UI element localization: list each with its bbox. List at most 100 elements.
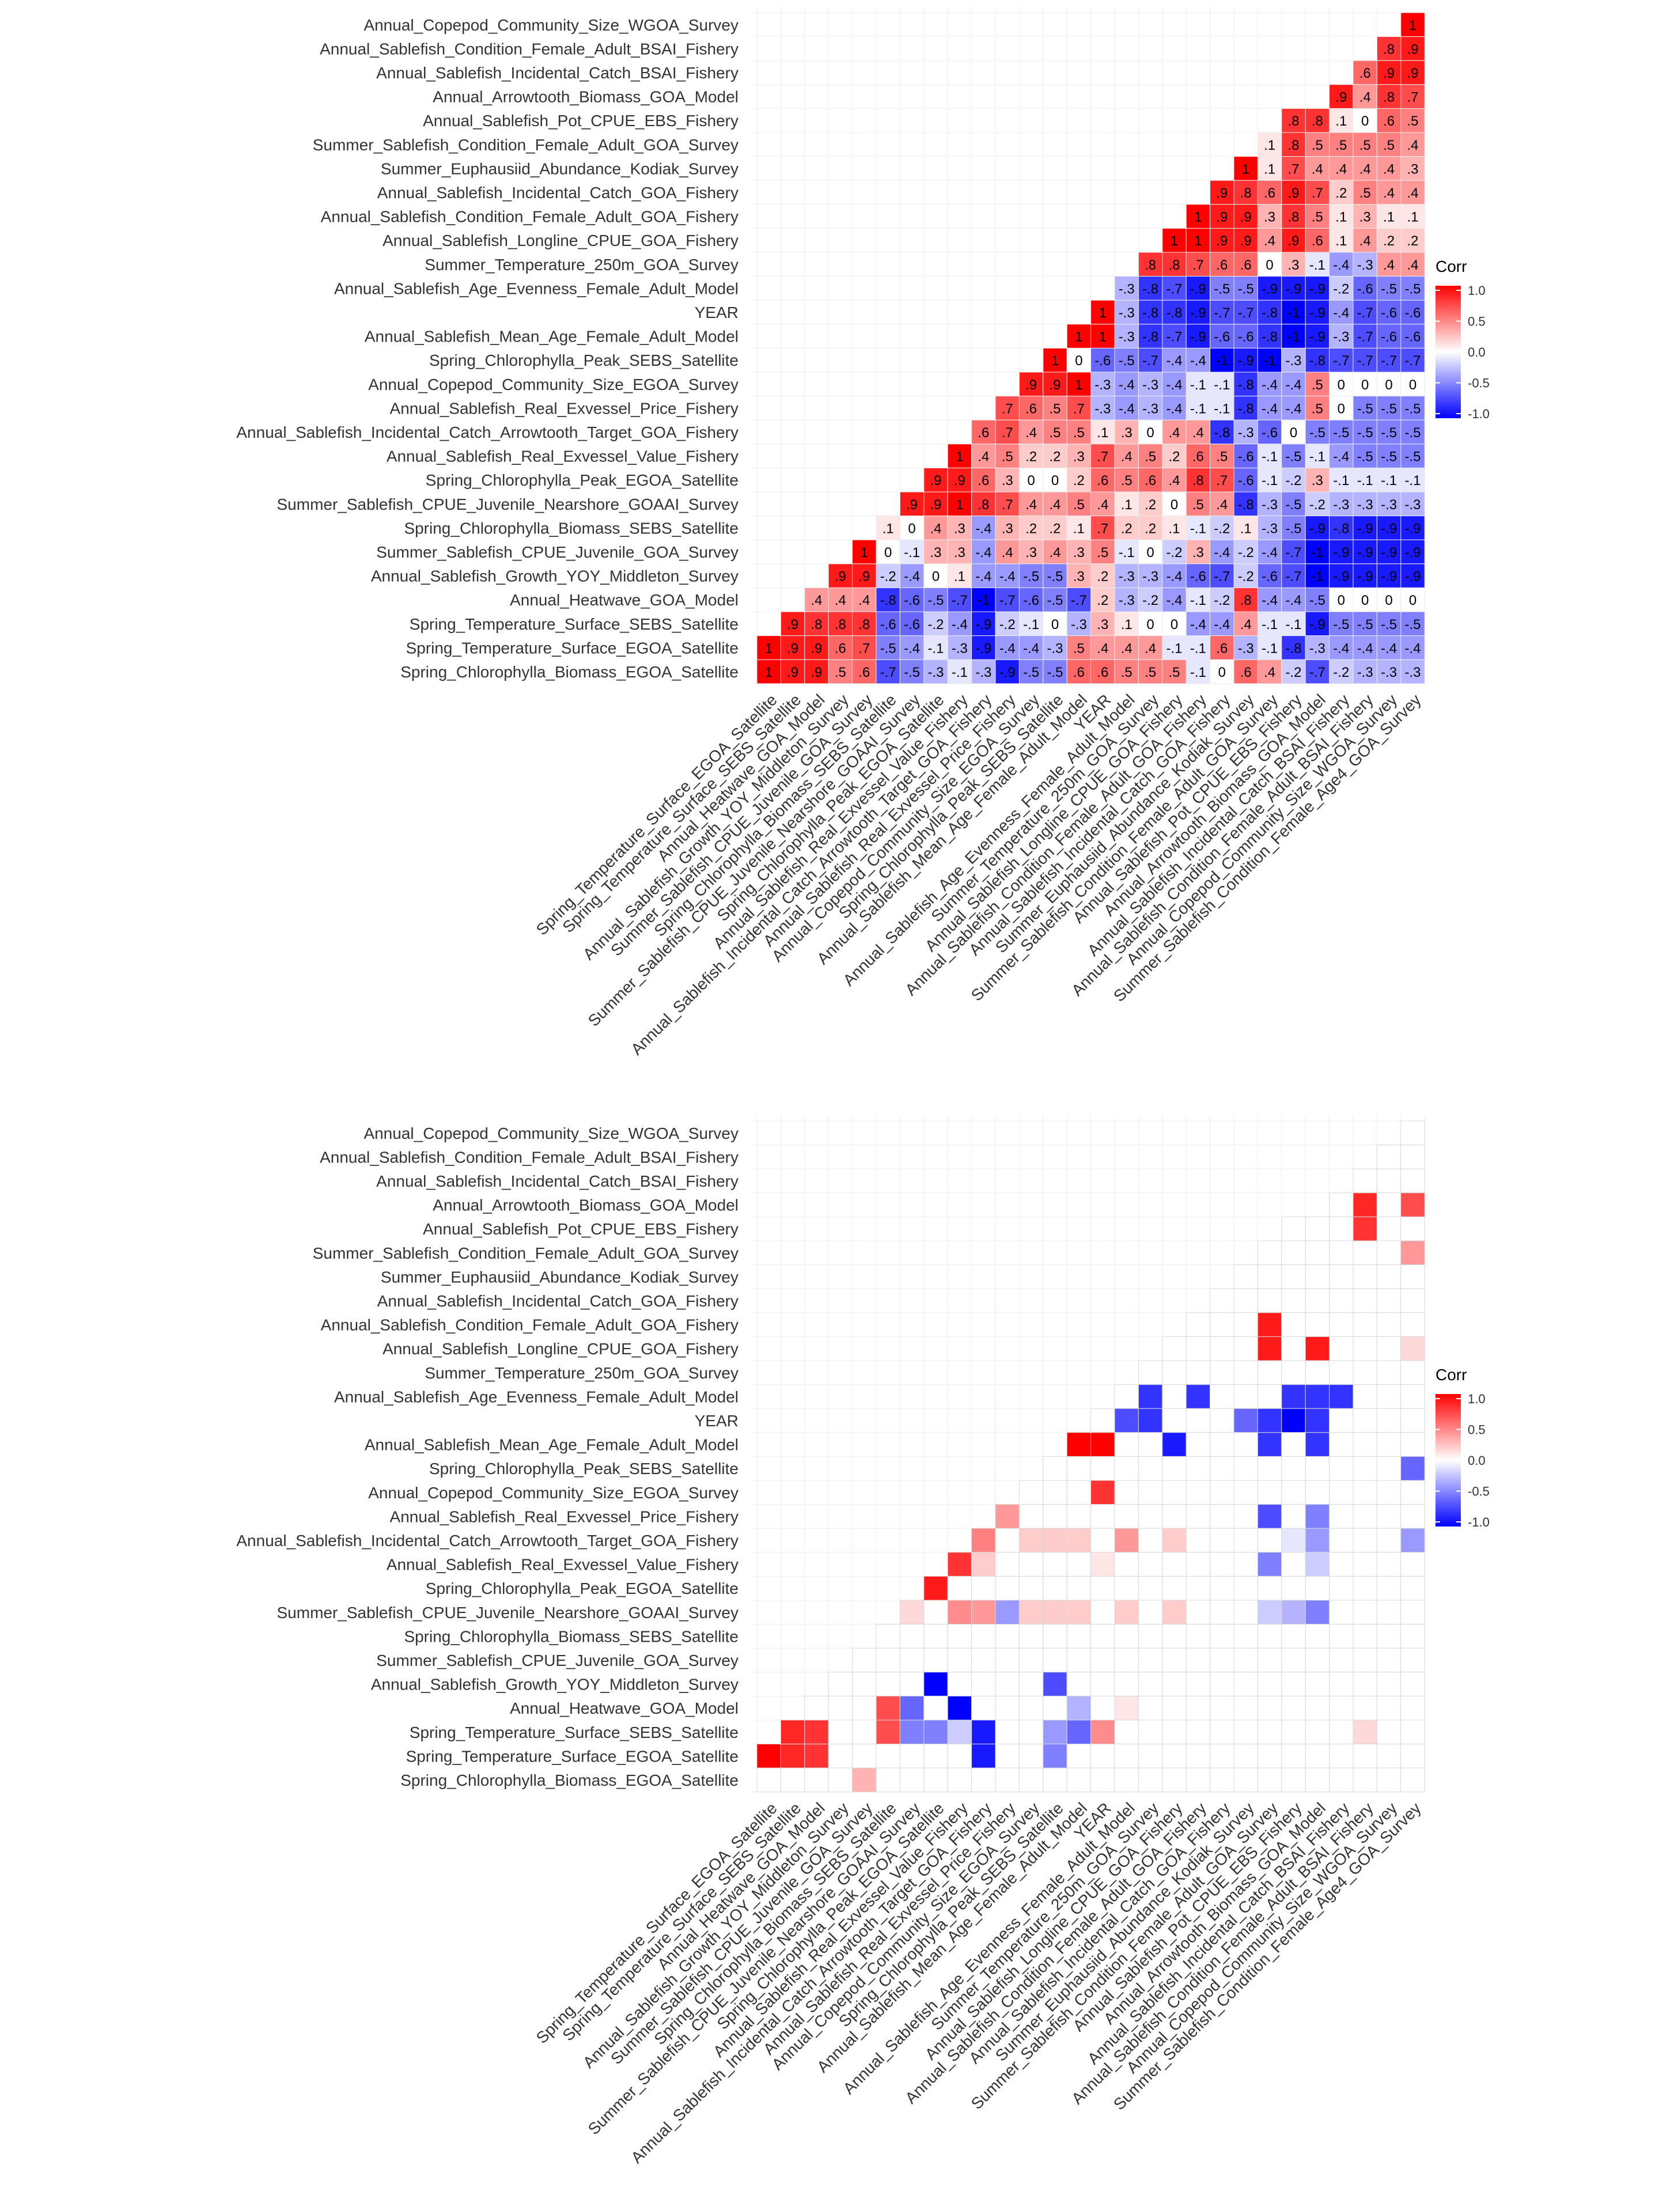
heatmap-cell [780, 1744, 805, 1768]
cell-value-label: .4 [1312, 161, 1323, 177]
heatmap-cell [1138, 396, 1163, 421]
cell-value-label: -.2 [1142, 593, 1158, 608]
heatmap-cell [899, 1672, 925, 1696]
heatmap-cell [1066, 1719, 1092, 1745]
cell-value-label: .9 [1407, 41, 1418, 57]
heatmap-cell [1018, 1767, 1044, 1793]
heatmap-cell [1233, 1384, 1258, 1409]
y-tick-label: Annual_Copepod_Community_Size_WGOA_Surve… [363, 1124, 738, 1142]
heatmap-cell [852, 1647, 877, 1673]
y-tick-label: Annual_Sablefish_Mean_Age_Female_Adult_M… [365, 328, 738, 346]
heatmap-cell [1233, 635, 1258, 660]
cell-value-label: -.7 [999, 593, 1016, 608]
heatmap-cell [1281, 228, 1306, 253]
heatmap-cell [1376, 1384, 1402, 1409]
heatmap-cell [923, 1624, 948, 1649]
heatmap-cell [1257, 563, 1282, 588]
y-tick-label: Annual_Sablefish_Condition_Female_Adult_… [321, 1316, 738, 1334]
heatmap-cell [1043, 467, 1067, 493]
cell-value-label: -.5 [1047, 665, 1063, 680]
cell-value-label: -.8 [1238, 401, 1254, 416]
heatmap-cell [1162, 276, 1187, 301]
heatmap-cell [995, 635, 1020, 660]
y-tick-label: Annual_Sablefish_Incidental_Catch_BSAI_F… [376, 1172, 738, 1190]
heatmap-cell [971, 419, 996, 445]
heatmap-cell [923, 1672, 948, 1696]
cell-value-label: -.9 [1357, 545, 1373, 560]
heatmap-cell [1400, 1695, 1425, 1721]
heatmap-cell [1210, 419, 1234, 445]
heatmap-cell [1090, 1408, 1115, 1433]
heatmap-cell [947, 444, 972, 468]
heatmap-cell [1162, 1744, 1187, 1768]
cell-value-label: .3 [1073, 449, 1085, 465]
heatmap-cell [1257, 1360, 1282, 1385]
heatmap-cell [1257, 1624, 1282, 1649]
heatmap-cell [1018, 419, 1044, 445]
cell-value-label: .5 [835, 665, 846, 680]
cell-value-label: -.7 [1404, 353, 1421, 369]
cell-value-label: -.7 [1214, 569, 1230, 585]
heatmap-cell [1281, 1719, 1306, 1745]
cell-value-label: -.3 [1381, 497, 1397, 513]
cell-value-label: -.9 [1357, 521, 1373, 536]
heatmap-cell [1305, 1647, 1330, 1673]
heatmap-cell [1018, 587, 1044, 612]
heatmap-cell [1210, 1767, 1234, 1793]
heatmap-cell [1376, 491, 1402, 517]
heatmap-cell [1043, 1552, 1067, 1577]
cell-value-label: .3 [1002, 473, 1013, 488]
heatmap-cell [1400, 491, 1425, 517]
heatmap-cell [1305, 324, 1330, 349]
cell-value-label: .2 [1097, 569, 1108, 585]
cell-value-label: -.9 [1357, 569, 1373, 585]
heatmap-cell [1257, 444, 1282, 468]
heatmap-cell [1305, 611, 1330, 637]
heatmap-cell [1066, 1695, 1092, 1721]
cell-value-label: .4 [930, 521, 941, 536]
cell-value-label: .3 [1359, 210, 1371, 225]
cell-value-label: .9 [835, 569, 846, 585]
cell-value-label: -.1 [1404, 473, 1421, 488]
heatmap-cell [1376, 1695, 1402, 1721]
legend-tick-label: -1.0 [1468, 1515, 1490, 1529]
cell-value-label: -1 [1311, 545, 1323, 560]
cell-value-label: -.2 [1238, 569, 1254, 585]
y-tick-label: Annual_Sablefish_Condition_Female_Adult_… [320, 1148, 738, 1166]
heatmap-cell [1305, 156, 1330, 181]
heatmap-cell [1114, 1456, 1139, 1481]
heatmap-cell [1066, 1528, 1092, 1553]
heatmap-cell [1305, 635, 1330, 660]
heatmap-cell [1162, 1360, 1187, 1385]
heatmap-cell [1257, 1744, 1282, 1768]
heatmap-cell [1185, 587, 1211, 612]
heatmap-cell [1066, 1575, 1092, 1601]
cell-value-label: -.9 [975, 617, 991, 632]
heatmap-cell [1305, 1240, 1330, 1266]
heatmap-cell [804, 659, 829, 684]
heatmap-cell [1138, 1672, 1163, 1696]
heatmap-cell [1400, 1432, 1425, 1457]
heatmap-cell [1162, 252, 1187, 277]
cell-value-label: -.2 [1333, 665, 1349, 680]
cell-value-label: -.5 [1238, 281, 1254, 297]
heatmap-cell [876, 635, 900, 660]
cell-value-label: .9 [1335, 90, 1347, 105]
heatmap-cell [1114, 563, 1139, 588]
y-tick-label: Annual_Sablefish_Pot_CPUE_EBS_Fishery [423, 1220, 738, 1238]
heatmap-cell [1376, 1336, 1402, 1361]
cell-value-label: -.4 [1190, 617, 1206, 632]
heatmap-cell [1233, 1695, 1258, 1721]
heatmap-cell [1329, 1504, 1354, 1529]
cell-value-label: .5 [1312, 210, 1323, 225]
cell-value-label: -.2 [880, 569, 896, 585]
cell-value-label: .3 [1287, 257, 1299, 273]
heatmap-cell [1185, 228, 1211, 253]
cell-value-label: .6 [1312, 233, 1323, 249]
cell-value-label: -.6 [880, 617, 896, 632]
heatmap-cell [971, 611, 996, 637]
cell-value-label: .5 [1073, 425, 1085, 441]
heatmap-cell [1138, 1456, 1163, 1481]
heatmap-cell [1018, 1695, 1044, 1721]
heatmap-cell [1090, 300, 1115, 325]
